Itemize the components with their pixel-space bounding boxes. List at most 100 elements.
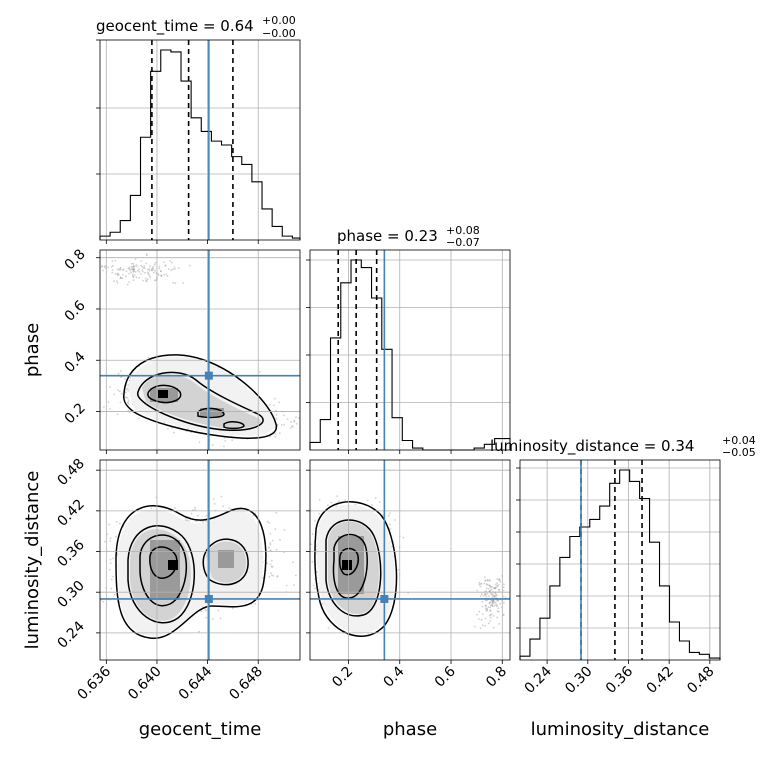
sample-point xyxy=(143,266,145,269)
sample-point xyxy=(142,279,145,282)
y-axis-label-phase: phase xyxy=(22,323,43,377)
sample-point xyxy=(205,609,207,612)
sample-point xyxy=(217,609,220,612)
truth-marker xyxy=(204,371,213,380)
sample-point xyxy=(122,273,124,276)
sample-point xyxy=(489,620,491,622)
sample-point xyxy=(118,522,121,525)
sample-point xyxy=(495,605,498,608)
sample-point xyxy=(489,606,492,609)
sample-point xyxy=(143,265,146,267)
sample-point xyxy=(137,269,139,272)
x-tick-label: 0.648 xyxy=(226,664,266,704)
sample-point xyxy=(473,625,476,628)
sample-point xyxy=(140,273,142,275)
sample-point xyxy=(109,408,111,410)
sample-point xyxy=(479,595,482,597)
sample-point xyxy=(270,574,273,577)
x-tick-label: 0.644 xyxy=(176,663,216,703)
sample-point xyxy=(496,582,498,584)
panel-2d-phase-geocent xyxy=(96,249,301,454)
sample-point xyxy=(275,511,278,514)
sample-point xyxy=(259,371,261,373)
sample-point xyxy=(489,613,492,616)
sample-point xyxy=(485,609,488,612)
sample-point xyxy=(483,582,486,585)
sample-point xyxy=(478,610,481,613)
sample-point xyxy=(478,581,481,584)
sample-point xyxy=(498,589,500,591)
sample-point xyxy=(497,588,500,591)
sample-point xyxy=(272,404,275,407)
sample-point xyxy=(148,274,151,277)
sample-point xyxy=(228,507,231,509)
sample-point xyxy=(487,606,490,609)
sample-point xyxy=(149,276,152,279)
sample-point xyxy=(116,413,119,416)
sample-point xyxy=(132,265,135,268)
sample-point xyxy=(496,604,498,607)
sample-point xyxy=(101,265,103,268)
title-geocent-time-sub: −0.00 xyxy=(262,27,296,40)
title-luminosity-distance-sup: +0.04 xyxy=(722,434,756,447)
sample-point xyxy=(200,610,203,613)
sample-point xyxy=(145,279,147,282)
sample-point xyxy=(293,584,295,586)
sample-point xyxy=(138,268,140,271)
sample-point xyxy=(272,574,275,577)
axes-frame xyxy=(99,249,301,451)
sample-point xyxy=(489,604,492,607)
sample-point xyxy=(482,595,485,597)
sample-point xyxy=(275,548,278,551)
sample-point xyxy=(171,268,174,271)
sample-point xyxy=(486,592,489,595)
sample-point xyxy=(154,269,156,272)
sample-point xyxy=(289,427,292,429)
sample-point xyxy=(397,568,400,571)
sample-point xyxy=(489,589,492,592)
sample-point xyxy=(117,273,119,276)
sample-point xyxy=(122,268,125,271)
title-luminosity-distance-sub: −0.05 xyxy=(722,446,756,459)
title-luminosity-distance: luminosity_distance = 0.34 xyxy=(490,437,694,456)
x-tick-label: 0.8 xyxy=(483,664,510,691)
sample-point xyxy=(198,630,201,633)
sample-point xyxy=(194,508,197,511)
sample-point xyxy=(132,276,135,278)
sample-point xyxy=(104,541,106,543)
sample-point xyxy=(488,614,491,617)
sample-point xyxy=(147,273,150,275)
sample-point xyxy=(388,512,391,515)
sample-point xyxy=(102,600,105,603)
sample-point xyxy=(146,268,149,271)
sample-point xyxy=(338,500,341,503)
sample-point xyxy=(116,272,119,275)
sample-point xyxy=(101,265,103,267)
sample-point xyxy=(141,270,144,273)
sample-point xyxy=(485,590,488,593)
sample-point xyxy=(490,585,493,588)
sample-point xyxy=(487,595,490,598)
sample-point xyxy=(485,595,488,598)
sample-point xyxy=(160,270,163,273)
sample-point xyxy=(278,432,281,435)
sample-point xyxy=(283,529,286,531)
sample-point xyxy=(492,594,495,597)
sample-point xyxy=(492,626,495,629)
x-tick-label: 0.636 xyxy=(74,663,114,703)
sample-point xyxy=(269,563,272,566)
sample-point xyxy=(294,574,297,577)
sample-point xyxy=(103,406,105,408)
sample-point xyxy=(188,264,191,267)
sample-point xyxy=(489,585,491,588)
sample-point xyxy=(114,259,117,262)
sample-point xyxy=(109,562,112,564)
sample-point xyxy=(272,539,274,542)
sample-point xyxy=(145,262,148,265)
sample-point xyxy=(490,586,492,589)
sample-point xyxy=(497,584,500,586)
sample-point xyxy=(492,602,495,604)
sample-point xyxy=(118,269,120,271)
sample-point xyxy=(491,603,493,605)
sample-point xyxy=(480,618,483,621)
